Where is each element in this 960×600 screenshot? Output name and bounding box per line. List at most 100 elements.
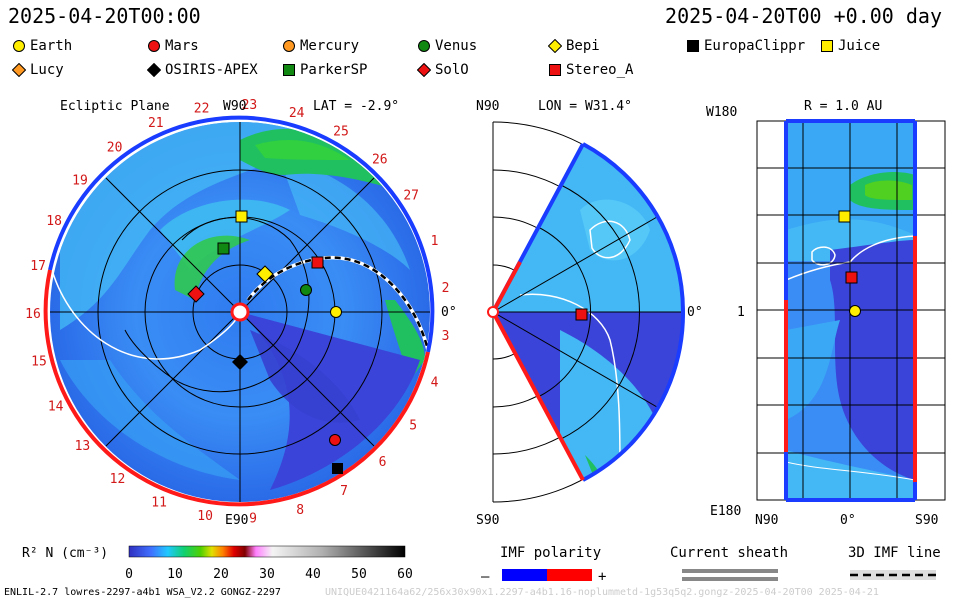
cr-label: 17 — [30, 259, 46, 274]
e180-label: E180 — [710, 504, 741, 519]
footer-left: ENLIL-2.7 lowres-2297-a4b1 WSA_V2.2 GONG… — [4, 587, 281, 598]
lat-label: LAT = -2.9° — [313, 99, 399, 114]
cr-label: 18 — [46, 214, 62, 229]
colorbar-tick-label: 40 — [305, 567, 321, 582]
square-icon — [821, 40, 833, 52]
sphere-panel: R = 1.0 AU W180 1 E180 N90 0° S90 — [706, 99, 946, 528]
cr-label: 16 — [25, 307, 41, 322]
cr-label: 7 — [340, 484, 348, 499]
earth-marker — [330, 306, 342, 318]
legend-label: Mercury — [300, 38, 360, 54]
legend-item-juice: Juice — [820, 38, 880, 54]
current-sheath-label: Current sheath — [670, 545, 788, 561]
colorbar-gradient — [128, 545, 406, 558]
legend-label: Stereo_A — [566, 62, 634, 78]
venus-marker — [300, 284, 312, 296]
square-icon — [283, 64, 295, 76]
legend-item-stereo-a: Stereo_A — [548, 62, 633, 78]
cr-label: 12 — [110, 472, 126, 487]
meridional-zero-label: 0° — [687, 305, 703, 320]
legend-label: SolO — [435, 62, 469, 78]
legend-label: Venus — [435, 38, 478, 54]
legend-label: Juice — [838, 38, 881, 54]
legend-item-osiris-apex: OSIRIS-APEX — [147, 62, 258, 78]
right-timestamp: 2025-04-20T00 +0.00 day — [665, 4, 942, 28]
diamond-icon — [417, 63, 431, 77]
colorbar-tick-label: 20 — [213, 567, 229, 582]
sphere-stereo-a-marker — [845, 271, 858, 284]
cr-label: 27 — [403, 189, 419, 204]
sphere-s90-label: S90 — [915, 513, 938, 528]
europa-clipper-marker — [332, 463, 343, 474]
colorbar-tick-label: 0 — [125, 567, 133, 582]
cr-label: 5 — [409, 418, 417, 433]
cr-label: 24 — [289, 106, 305, 121]
colorbar-tick-label: 10 — [167, 567, 183, 582]
circle-icon — [13, 40, 25, 52]
cr-label: 14 — [48, 399, 64, 414]
legend-label: EuropaClippr — [704, 38, 806, 54]
stereo-a-marker — [311, 256, 324, 269]
cr-label: 26 — [372, 152, 388, 167]
colorbar-tick-label: 30 — [259, 567, 275, 582]
cr-label: 4 — [431, 376, 439, 391]
footer-right: UNIQUE0421164a62/256x30x90x1.2297-a4b1.1… — [325, 587, 879, 598]
legend-label: Lucy — [30, 62, 64, 78]
imf-polarity-legend: IMF polarity – + — [481, 545, 606, 585]
colorbar-label: R² N (cm⁻³) — [22, 546, 108, 561]
legend-item-venus: Venus — [417, 38, 477, 54]
legend-item-mars: Mars — [147, 38, 199, 54]
imf-neg-swatch — [502, 569, 547, 581]
imf-minus: – — [481, 569, 490, 585]
ecliptic-title: Ecliptic Plane — [60, 99, 170, 114]
juice-marker — [235, 210, 248, 223]
ecliptic-zero-label: 0° — [441, 305, 457, 320]
cr-label: 1 — [431, 234, 439, 249]
cr-label: 3 — [442, 329, 450, 344]
cr-label: 6 — [379, 455, 387, 470]
imf-pos-swatch — [547, 569, 592, 581]
cr-label: 22 — [194, 102, 210, 117]
square-icon — [549, 64, 561, 76]
w180-label: W180 — [706, 105, 737, 120]
legend-item-mercury: Mercury — [282, 38, 359, 54]
legend-item-earth: Earth — [12, 38, 72, 54]
legend-label: OSIRIS-APEX — [165, 62, 258, 78]
cr-label: 13 — [75, 439, 91, 454]
e90-label: E90 — [225, 513, 248, 528]
lon-label: LON = W31.4° — [538, 99, 632, 114]
legend-label: Mars — [165, 38, 199, 54]
ecliptic-markers — [187, 210, 343, 474]
circle-icon — [283, 40, 295, 52]
legend-item-bepi: Bepi — [548, 38, 600, 54]
colorbar: R² N (cm⁻³) 0 10 20 30 40 50 60 — [22, 545, 413, 582]
n90-label: N90 — [476, 99, 499, 114]
legend-item-solo: SolO — [417, 62, 469, 78]
cr-label: 19 — [72, 174, 88, 189]
meridional-panel: N90 LON = W31.4° S90 0° — [476, 99, 703, 528]
cr-label: 23 — [242, 98, 258, 113]
cr-label: 10 — [197, 509, 213, 524]
cr-label: 20 — [107, 140, 123, 155]
w90-label: W90 — [223, 99, 246, 114]
cr-label: 9 — [249, 512, 257, 527]
solo-marker — [187, 285, 205, 303]
cr-label: 11 — [151, 496, 167, 511]
meridional-stereo-a-marker — [575, 308, 588, 321]
cr-label: 15 — [31, 354, 47, 369]
square-icon — [687, 40, 699, 52]
bepi-marker — [256, 265, 274, 283]
parker-marker — [217, 242, 230, 255]
sphere-juice-marker — [838, 210, 851, 223]
legend-label: ParkerSP — [300, 62, 368, 78]
sphere-one-label: 1 — [737, 305, 745, 320]
cr-label: 25 — [333, 124, 349, 139]
osiris-apex-marker — [232, 354, 248, 370]
sphere-n90-label: N90 — [755, 513, 778, 528]
legend-label: Bepi — [566, 38, 600, 54]
legend-label: Earth — [30, 38, 73, 54]
circle-icon — [148, 40, 160, 52]
imf-line-legend: 3D IMF line — [848, 545, 941, 580]
legend-item-europaclippr: EuropaClippr — [686, 38, 805, 54]
